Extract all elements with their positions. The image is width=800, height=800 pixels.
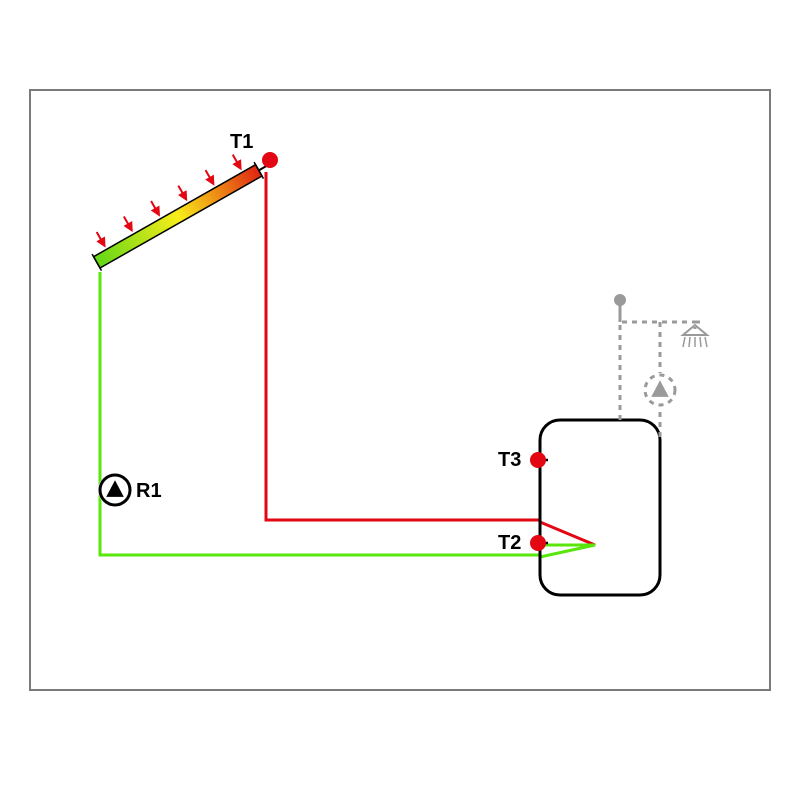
label-t1: T1	[230, 131, 253, 153]
label-t2: T2	[498, 532, 521, 554]
solar-heating-diagram: R1 T1 T3 T2	[0, 0, 800, 800]
label-t3: T3	[498, 449, 521, 471]
label-r1: R1	[136, 480, 162, 502]
diagram-stage: R1 T1 T3 T2	[0, 0, 800, 800]
